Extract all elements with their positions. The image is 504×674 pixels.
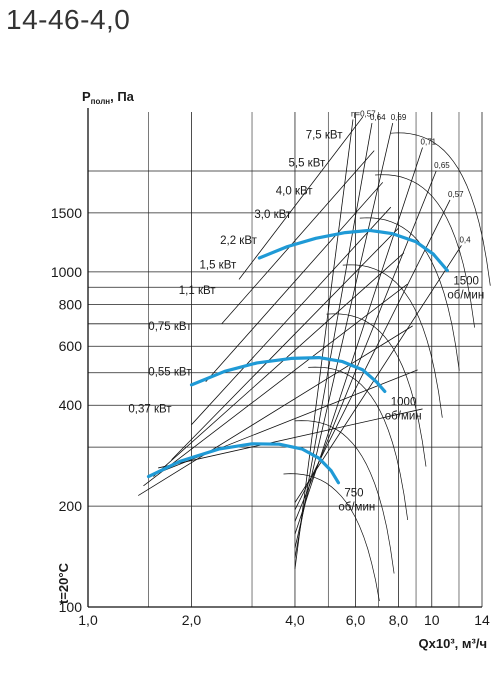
x-tick-label: 6,0 xyxy=(346,612,366,628)
page-title: 14-46-4,0 xyxy=(6,4,131,35)
x-tick-label: 4,0 xyxy=(285,612,305,628)
power-label: 1,1 кВт xyxy=(179,285,217,297)
axes: 1,0 2,0 4,0 6,0 8,0 10 14 100 200 400 600 800 1000 15… xyxy=(51,108,490,628)
x-axis-label: Qx10³, м³/ч xyxy=(419,636,487,651)
y-tick-label: 800 xyxy=(59,296,83,312)
efficiency-line xyxy=(294,199,451,510)
power-line xyxy=(221,150,375,325)
efficiency-lines: η=0,570,64 0,69 0,71 0,65 0,57 0,4 xyxy=(283,109,491,602)
speed-label: 1000 xyxy=(391,396,417,408)
power-line xyxy=(238,116,364,280)
power-label: 0,55 кВт xyxy=(148,367,192,379)
power-label: 1,5 кВт xyxy=(200,259,238,271)
efficiency-label: 0,64 xyxy=(370,113,386,122)
y-tick-label: 1500 xyxy=(51,205,82,221)
efficiency-label: 0,71 xyxy=(421,138,437,147)
y-tick-label: 100 xyxy=(59,599,83,615)
efficiency-line xyxy=(294,245,462,503)
power-line xyxy=(153,252,405,477)
system-curve xyxy=(308,366,409,521)
speed-unit-label: об/мин xyxy=(447,289,484,301)
power-label: 3,0 кВт xyxy=(254,209,292,221)
efficiency-label: η=0,57 xyxy=(351,109,376,118)
power-line xyxy=(148,369,418,477)
y-tick-label: 200 xyxy=(59,498,83,514)
efficiency-label: 0,69 xyxy=(391,113,407,122)
speed-label: 1500 xyxy=(453,275,479,287)
speed-unit-label: об/мин xyxy=(338,502,375,514)
power-line xyxy=(171,227,399,461)
system-curve xyxy=(375,174,475,328)
efficiency-label: 0,65 xyxy=(434,161,450,170)
power-label: 7,5 кВт xyxy=(306,130,344,142)
power-line xyxy=(138,325,413,496)
y-axis-label: Pполн, Па xyxy=(82,89,135,106)
system-curve xyxy=(326,313,427,467)
pressure-curve-2 xyxy=(146,442,340,485)
speed-unit-label: об/мин xyxy=(385,410,422,422)
power-label: 4,0 кВт xyxy=(276,186,314,198)
system-curve xyxy=(390,132,491,286)
temperature-label: t=20°C xyxy=(56,562,71,604)
power-lines: 7,5 кВт 5,5 кВт 4,0 кВт 3,0 кВт 2,2 кВт 1,5 к… xyxy=(128,116,423,496)
x-tick-label: 1,0 xyxy=(78,612,98,628)
efficiency-line xyxy=(294,147,423,535)
x-tick-label: 8,0 xyxy=(389,612,409,628)
x-tick-label: 14 xyxy=(474,612,490,628)
x-tick-label: 10 xyxy=(424,612,440,628)
power-label: 2,2 кВт xyxy=(220,235,258,247)
system-curve xyxy=(359,217,460,371)
system-curve xyxy=(342,264,443,418)
power-label: 0,75 кВт xyxy=(148,321,192,333)
system-curve xyxy=(283,473,380,602)
pressure-curve-1 xyxy=(189,356,387,393)
x-tick-label: 2,0 xyxy=(182,612,202,628)
power-line xyxy=(143,283,408,487)
efficiency-label: 0,57 xyxy=(448,190,464,199)
power-label: 0,37 кВт xyxy=(128,404,172,416)
y-tick-label: 400 xyxy=(59,397,83,413)
power-label: 5,5 кВт xyxy=(288,158,326,170)
power-line xyxy=(158,408,423,469)
power-line xyxy=(191,206,392,425)
pressure-curves xyxy=(146,228,449,485)
y-tick-label: 1000 xyxy=(51,264,82,280)
y-tick-label: 600 xyxy=(59,338,83,354)
system-curve xyxy=(294,420,395,574)
speed-label: 750 xyxy=(344,488,363,500)
efficiency-line xyxy=(294,119,354,569)
pressure-curve-0 xyxy=(257,228,449,272)
power-line xyxy=(205,182,384,383)
efficiency-label: 0,4 xyxy=(459,235,471,244)
